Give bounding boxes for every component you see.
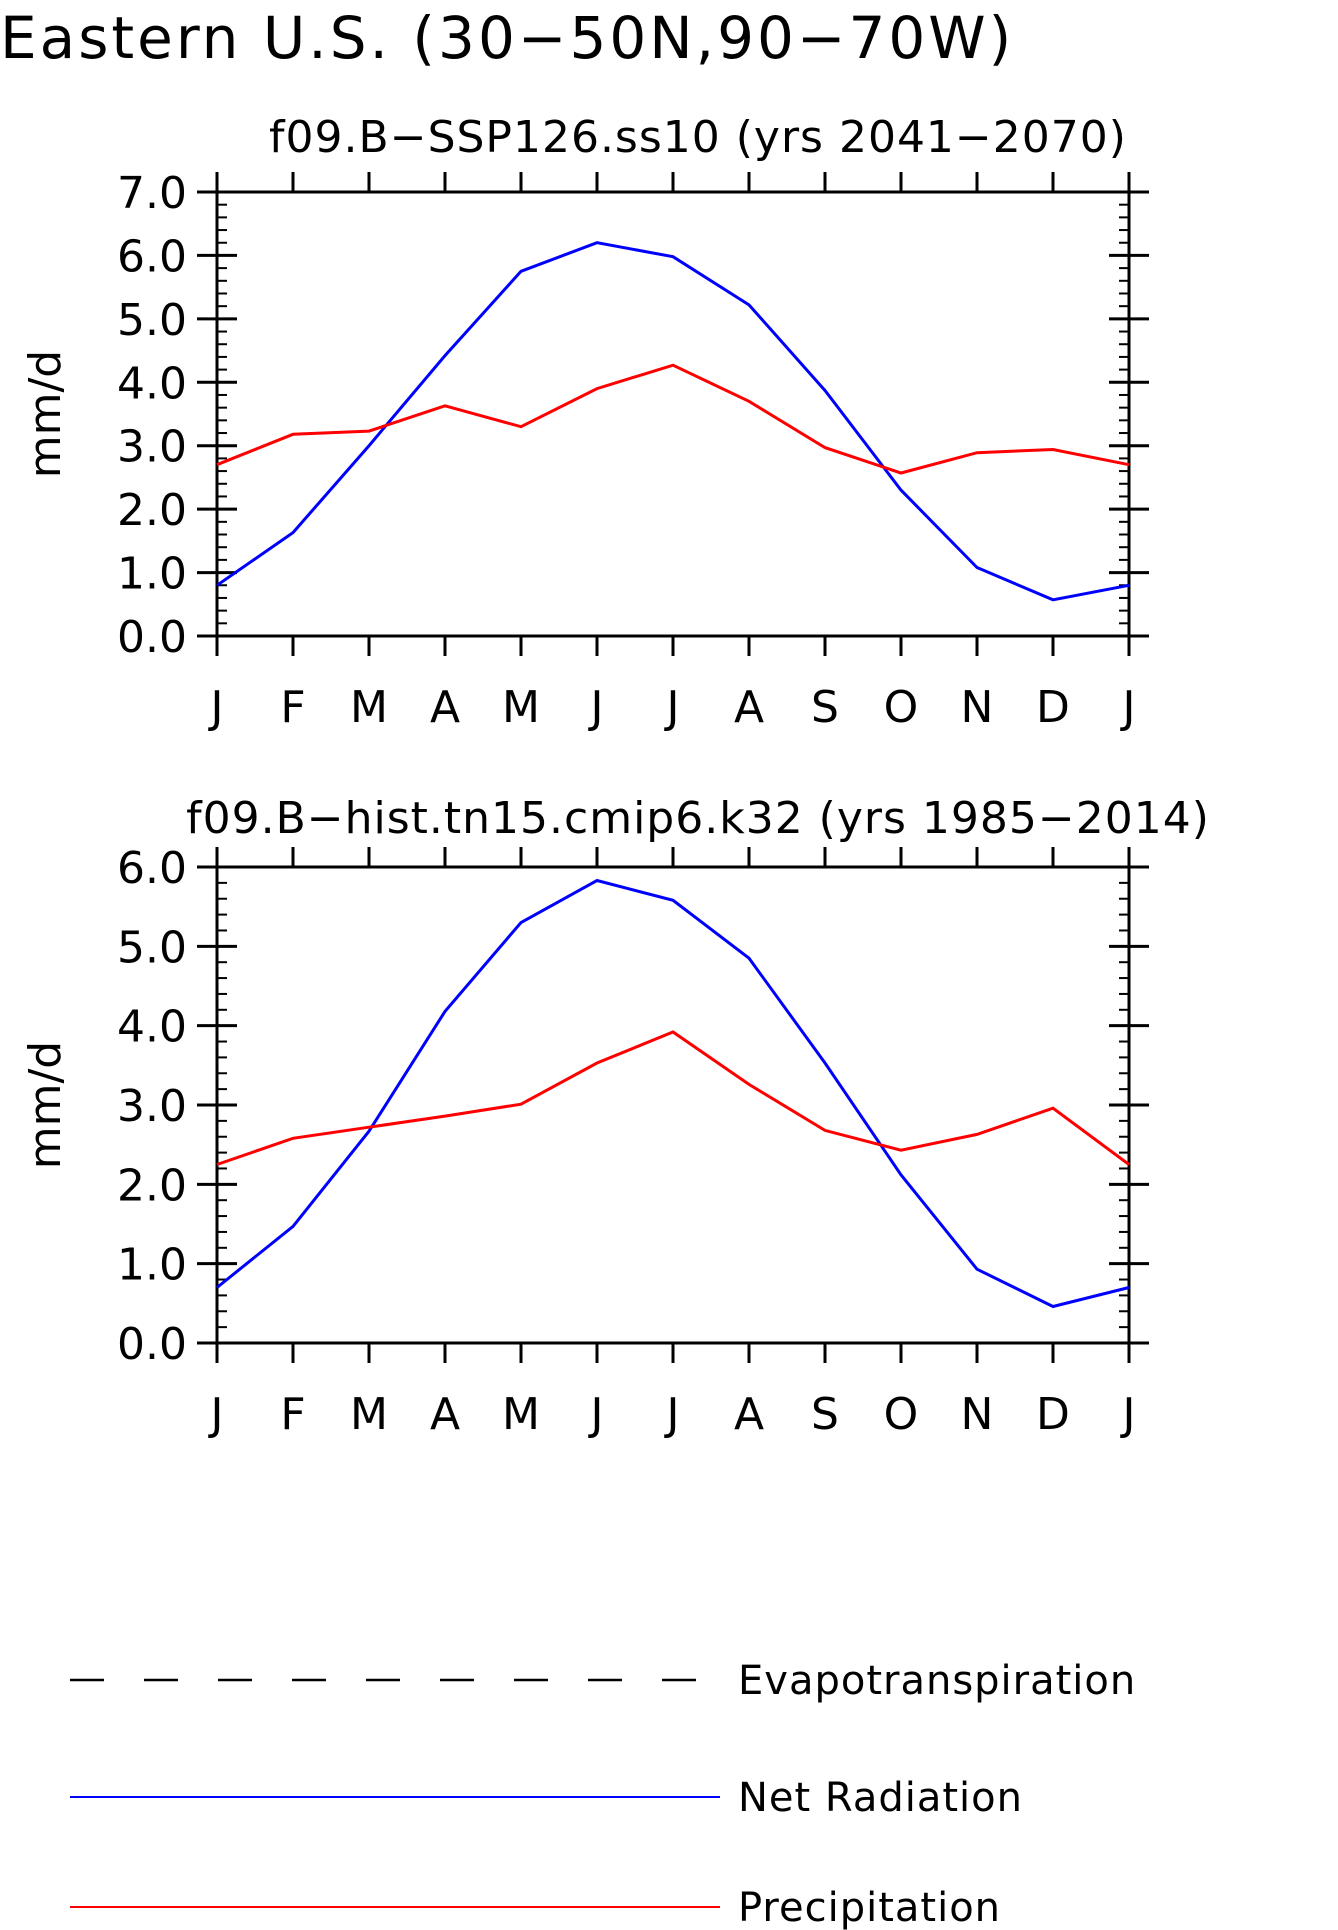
y-tick-label: 1.0 bbox=[117, 1240, 187, 1291]
y-tick-label: 2.0 bbox=[117, 1160, 187, 1211]
x-tick-label: D bbox=[1036, 1389, 1070, 1440]
y-tick-label: 5.0 bbox=[117, 295, 187, 346]
y-tick-label: 0.0 bbox=[117, 1319, 187, 1370]
plot-frame bbox=[215, 190, 1131, 638]
x-tick-label: S bbox=[811, 682, 839, 733]
figure-title: Eastern U.S. (30−50N,90−70W) bbox=[0, 4, 1014, 72]
x-tick-label: A bbox=[734, 682, 764, 733]
x-tick-label: F bbox=[280, 682, 305, 733]
x-tick-label: J bbox=[588, 1389, 604, 1440]
y-tick-label: 0.0 bbox=[117, 612, 187, 663]
x-tick-label: O bbox=[884, 1389, 919, 1440]
x-tick-label: N bbox=[961, 682, 994, 733]
x-tick-label: J bbox=[588, 682, 604, 733]
y-tick-label: 4.0 bbox=[117, 1002, 187, 1053]
legend-label: Precipitation bbox=[738, 1885, 1001, 1930]
x-tick-label: J bbox=[664, 682, 680, 733]
y-axis-label: mm/d bbox=[20, 1041, 71, 1169]
x-tick-label: N bbox=[961, 1389, 994, 1440]
legend: Evapotranspiration Net Radiation Precipita… bbox=[70, 1658, 1136, 1930]
x-tick-label: J bbox=[1120, 1389, 1136, 1440]
panel-title: f09.B−hist.tn15.cmip6.k32 (yrs 1985−2014… bbox=[186, 793, 1210, 844]
x-tick-label: J bbox=[208, 682, 224, 733]
series-line-net-radiation bbox=[216, 241, 1130, 602]
y-tick-label: 2.0 bbox=[117, 485, 187, 536]
y-tick-label: 3.0 bbox=[117, 422, 187, 473]
legend-label: Evapotranspiration bbox=[738, 1658, 1136, 1704]
y-tick-label: 4.0 bbox=[117, 358, 187, 409]
x-tick-label: J bbox=[664, 1389, 680, 1440]
legend-item: Evapotranspiration bbox=[70, 1658, 1136, 1704]
x-tick-label: M bbox=[350, 1389, 388, 1440]
x-tick-label: D bbox=[1036, 682, 1070, 733]
x-tick-label: M bbox=[502, 1389, 540, 1440]
x-tick-label: J bbox=[208, 1389, 224, 1440]
x-tick-label: S bbox=[811, 1389, 839, 1440]
x-tick-label: J bbox=[1120, 682, 1136, 733]
chart-panel-1: f09.B−SSP126.ss10 (yrs 2041−2070) 0.0 1.0 2… bbox=[20, 112, 1149, 733]
x-tick-label: O bbox=[884, 682, 919, 733]
x-tick-label: A bbox=[430, 1389, 460, 1440]
y-tick-label: 5.0 bbox=[117, 922, 187, 973]
legend-item: Precipitation bbox=[70, 1885, 1001, 1930]
panel-title: f09.B−SSP126.ss10 (yrs 2041−2070) bbox=[269, 112, 1127, 163]
y-tick-label: 3.0 bbox=[117, 1081, 187, 1132]
legend-label: Net Radiation bbox=[738, 1775, 1023, 1821]
panels: f09.B−SSP126.ss10 (yrs 2041−2070) 0.0 1.0 2… bbox=[20, 112, 1210, 1440]
series-line-precipitation bbox=[216, 363, 1130, 475]
y-tick-label: 6.0 bbox=[117, 231, 187, 282]
y-axis-label: mm/d bbox=[20, 350, 71, 478]
y-tick-label: 1.0 bbox=[117, 549, 187, 600]
x-tick-label: A bbox=[734, 1389, 764, 1440]
series-line-precipitation bbox=[216, 1030, 1130, 1166]
x-tick-label: M bbox=[350, 682, 388, 733]
y-tick-label: 7.0 bbox=[117, 168, 187, 219]
plot-frame bbox=[215, 865, 1131, 1345]
chart-panel-2: f09.B−hist.tn15.cmip6.k32 (yrs 1985−2014… bbox=[20, 793, 1210, 1440]
legend-item: Net Radiation bbox=[70, 1775, 1023, 1821]
series-line-net-radiation bbox=[216, 878, 1130, 1309]
x-tick-label: M bbox=[502, 682, 540, 733]
y-tick-label: 6.0 bbox=[117, 843, 187, 894]
x-tick-label: A bbox=[430, 682, 460, 733]
x-tick-label: F bbox=[280, 1389, 305, 1440]
